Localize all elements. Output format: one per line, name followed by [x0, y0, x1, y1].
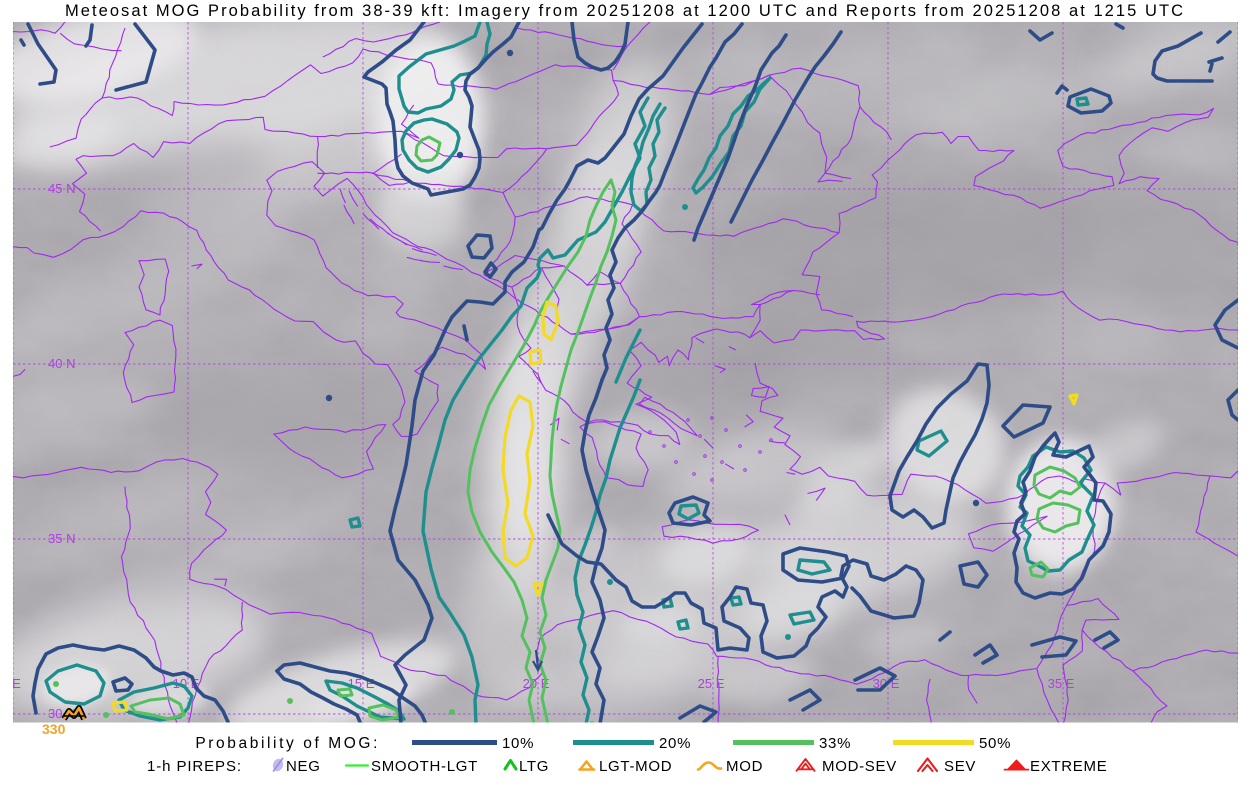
svg-text:1-h PIREPS:: 1-h PIREPS: — [147, 758, 242, 775]
svg-text:330: 330 — [42, 721, 66, 737]
svg-text:20%: 20% — [659, 735, 691, 752]
svg-text:40 N: 40 N — [48, 356, 75, 371]
svg-text:SMOOTH-LGT: SMOOTH-LGT — [371, 758, 478, 775]
svg-text:NEG: NEG — [286, 758, 321, 775]
svg-text:35 E: 35 E — [1048, 676, 1075, 691]
svg-text:LGT-MOD: LGT-MOD — [599, 758, 672, 775]
svg-text:MOD: MOD — [726, 758, 763, 775]
svg-text:Meteosat MOG Probability from: Meteosat MOG Probability from 38-39 kft:… — [65, 2, 1185, 20]
svg-text:MOD-SEV: MOD-SEV — [822, 758, 897, 775]
svg-text:5 E: 5 E — [1, 676, 21, 691]
svg-text:50%: 50% — [979, 735, 1011, 752]
svg-text:Probability of MOG:: Probability of MOG: — [195, 735, 380, 752]
svg-text:LTG: LTG — [519, 758, 549, 775]
svg-text:33%: 33% — [819, 735, 851, 752]
svg-text:45 N: 45 N — [48, 181, 75, 196]
svg-text:10%: 10% — [502, 735, 534, 752]
svg-text:SEV: SEV — [944, 758, 976, 775]
svg-text:35 N: 35 N — [48, 531, 75, 546]
svg-text:25 E: 25 E — [698, 676, 725, 691]
svg-text:EXTREME: EXTREME — [1030, 758, 1107, 775]
